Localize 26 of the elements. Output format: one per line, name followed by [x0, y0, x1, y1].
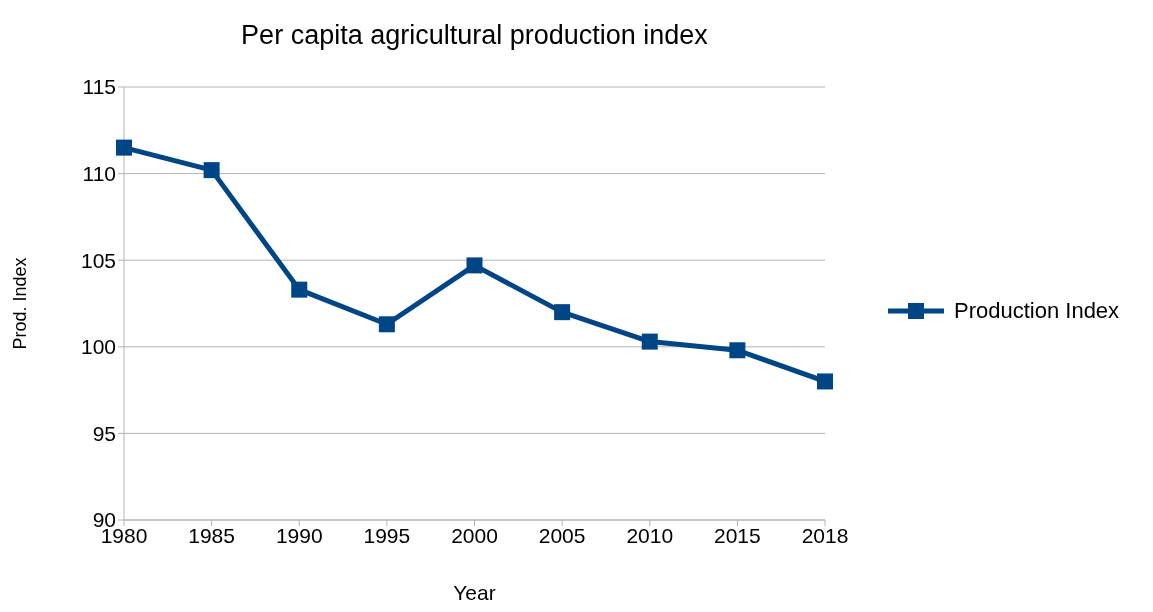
- y-tick-label: 100: [80, 335, 116, 359]
- chart-title: Per capita agricultural production index: [240, 20, 709, 51]
- y-tick-label: 95: [92, 421, 116, 445]
- x-axis-title: Year: [453, 581, 496, 604]
- point: [291, 281, 308, 298]
- point: [729, 342, 746, 359]
- x-tick-label: 2010: [626, 523, 674, 547]
- x-tick-label: 2000: [451, 523, 498, 547]
- point: [466, 257, 483, 274]
- x-tick-label: 2015: [714, 523, 761, 547]
- point: [554, 304, 571, 321]
- point: [203, 162, 220, 179]
- point: [817, 373, 833, 390]
- point: [641, 333, 658, 350]
- point: [378, 316, 395, 333]
- x-tick-label: 2018: [801, 523, 849, 547]
- y-tick-label: 115: [82, 75, 116, 99]
- legend-label: Production Index: [954, 298, 1120, 324]
- x-tick-label: 1990: [275, 523, 323, 547]
- y-tick-label: 105: [80, 248, 116, 272]
- x-tick-label: 2005: [538, 523, 586, 547]
- y-tick-label: 110: [82, 162, 116, 186]
- x-tick-label: 1985: [188, 523, 235, 547]
- point: [116, 139, 132, 156]
- y-axis-title: Prod. Index: [10, 257, 31, 350]
- x-tick-label: 1995: [363, 523, 411, 547]
